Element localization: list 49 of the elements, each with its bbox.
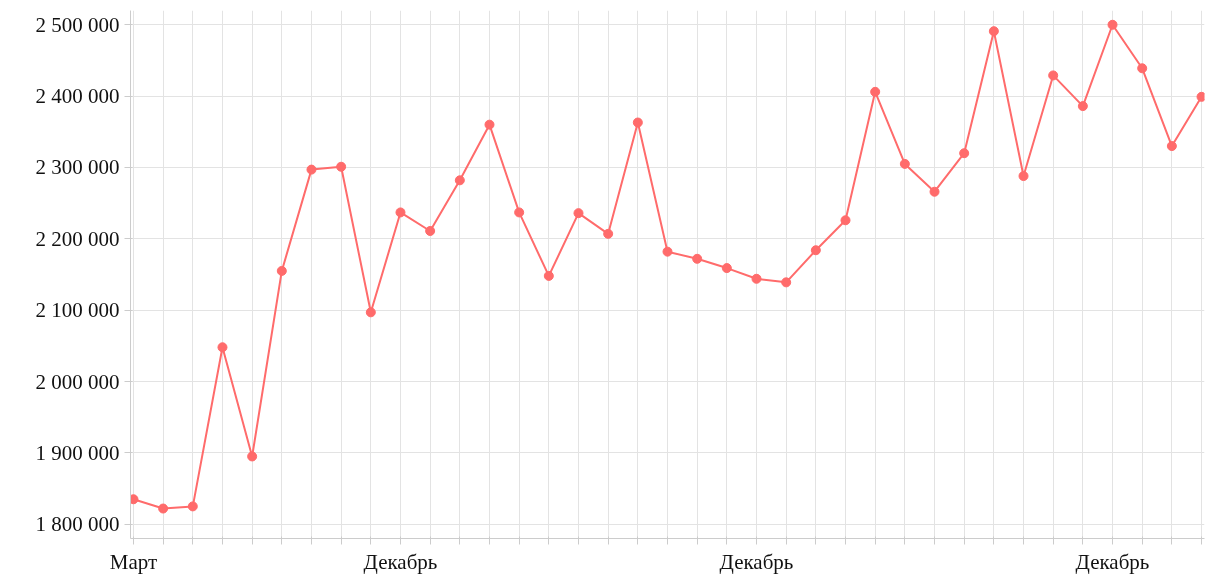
point xyxy=(840,215,851,226)
point xyxy=(247,451,258,462)
point xyxy=(632,117,643,128)
point xyxy=(959,148,970,159)
point xyxy=(276,265,287,276)
point xyxy=(217,342,228,353)
point xyxy=(306,164,317,175)
point xyxy=(395,207,406,218)
point xyxy=(1107,19,1118,30)
point xyxy=(514,207,525,218)
y-tick-label: 2 300 000 xyxy=(35,155,120,180)
x-tick-label: Март xyxy=(109,549,158,574)
x-tick-label: Декабрь xyxy=(719,549,794,574)
point xyxy=(870,86,881,97)
y-tick-label: 1 900 000 xyxy=(35,440,120,465)
point xyxy=(158,503,169,514)
point xyxy=(692,253,703,264)
point xyxy=(130,494,139,505)
point xyxy=(1077,101,1088,112)
point xyxy=(929,186,940,197)
point xyxy=(543,270,554,281)
y-tick-label: 2 500 000 xyxy=(35,12,120,37)
point xyxy=(1137,63,1148,74)
point xyxy=(484,119,495,130)
y-tick-label: 1 800 000 xyxy=(35,512,120,537)
point xyxy=(336,161,347,172)
point xyxy=(988,26,999,37)
point xyxy=(810,245,821,256)
point xyxy=(1048,70,1059,81)
point xyxy=(899,158,910,169)
x-tick-label: Декабрь xyxy=(1075,549,1150,574)
point xyxy=(425,225,436,236)
point xyxy=(662,246,673,257)
y-tick-label: 2 000 000 xyxy=(35,369,120,394)
point xyxy=(187,501,198,512)
point xyxy=(454,175,465,186)
y-tick-label: 2 400 000 xyxy=(35,84,120,109)
point xyxy=(1018,171,1029,182)
point xyxy=(721,263,732,274)
x-tick-label: Декабрь xyxy=(363,549,438,574)
point xyxy=(573,208,584,219)
point xyxy=(365,307,376,318)
point xyxy=(603,228,614,239)
y-tick-label: 2 200 000 xyxy=(35,226,120,251)
y-tick-label: 2 100 000 xyxy=(35,298,120,323)
point xyxy=(781,277,792,288)
point xyxy=(1196,91,1205,102)
point xyxy=(751,273,762,284)
point xyxy=(1166,141,1177,152)
